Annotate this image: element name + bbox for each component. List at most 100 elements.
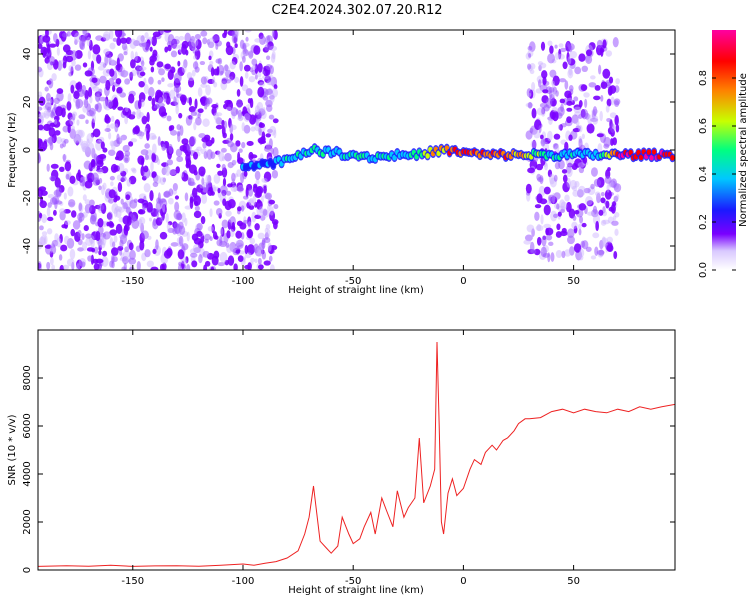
noise-speckle: [530, 140, 537, 149]
noise-speckle: [234, 76, 240, 83]
noise-speckle: [246, 140, 254, 147]
noise-speckle: [97, 204, 105, 211]
spectrogram-y-label: Frequency (Hz): [7, 112, 18, 188]
noise-speckle: [579, 215, 584, 224]
noise-speckle: [108, 132, 112, 140]
noise-speckle: [97, 65, 105, 71]
noise-speckle: [555, 231, 562, 238]
noise-speckle: [38, 124, 44, 131]
noise-speckle: [76, 263, 80, 270]
noise-speckle: [38, 111, 41, 118]
noise-speckle: [254, 109, 260, 116]
noise-speckle: [248, 50, 254, 59]
noise-speckle: [137, 99, 142, 110]
noise-speckle: [105, 99, 114, 109]
noise-speckle: [231, 248, 236, 253]
noise-speckle: [105, 79, 111, 91]
noise-speckle: [122, 256, 129, 265]
noise-speckle: [196, 230, 203, 237]
noise-speckle: [95, 154, 104, 165]
noise-speckle: [38, 91, 43, 98]
noise-speckle: [44, 244, 52, 249]
noise-speckle: [190, 111, 198, 117]
noise-speckle: [590, 255, 597, 260]
noise-speckle: [258, 122, 265, 128]
noise-speckle: [54, 115, 60, 122]
noise-speckle: [238, 148, 243, 153]
noise-speckle: [574, 180, 580, 188]
noise-speckle: [113, 207, 118, 218]
noise-speckle: [113, 235, 118, 243]
noise-speckle: [79, 39, 84, 50]
noise-speckle: [197, 108, 204, 114]
noise-speckle: [219, 227, 224, 236]
noise-speckle: [551, 107, 558, 113]
noise-speckle: [80, 261, 86, 268]
noise-speckle: [554, 52, 560, 60]
noise-speckle: [547, 194, 556, 202]
noise-speckle: [56, 237, 62, 248]
noise-speckle: [257, 80, 265, 86]
noise-speckle: [115, 78, 122, 85]
noise-speckle: [111, 115, 115, 122]
noise-speckle: [257, 257, 262, 265]
noise-speckle: [227, 183, 233, 188]
noise-speckle: [254, 258, 258, 264]
noise-speckle: [113, 197, 118, 203]
noise-speckle: [92, 166, 97, 171]
noise-speckle: [110, 181, 114, 187]
spectrogram-x-label: Height of straight line (km): [288, 285, 424, 296]
noise-speckle: [134, 51, 138, 62]
noise-speckle: [83, 225, 89, 232]
noise-speckle: [255, 187, 262, 197]
noise-speckle: [167, 83, 174, 88]
noise-speckle: [168, 197, 174, 205]
noise-speckle: [204, 260, 211, 267]
noise-speckle: [46, 163, 50, 172]
noise-speckle: [590, 183, 595, 190]
noise-speckle: [237, 206, 242, 212]
noise-speckle: [599, 48, 605, 53]
noise-speckle: [119, 92, 126, 98]
noise-speckle: [140, 222, 145, 233]
noise-speckle: [188, 76, 194, 82]
colorbar-tick-label: 0.8: [698, 70, 709, 86]
signal-point: [425, 153, 430, 159]
noise-speckle: [130, 138, 138, 143]
noise-speckle: [247, 229, 253, 239]
noise-speckle: [74, 64, 82, 71]
noise-speckle: [265, 133, 271, 138]
noise-speckle: [49, 122, 57, 128]
noise-speckle: [70, 84, 75, 94]
noise-speckle: [534, 211, 540, 222]
noise-speckle: [544, 162, 549, 171]
noise-speckle: [141, 230, 149, 240]
noise-speckle: [217, 150, 221, 157]
noise-speckle: [531, 107, 537, 119]
noise-speckle: [114, 30, 123, 38]
noise-speckle: [578, 125, 583, 133]
noise-speckle: [547, 40, 553, 47]
noise-speckle: [223, 103, 229, 110]
noise-speckle: [46, 228, 53, 235]
noise-speckle: [568, 134, 573, 141]
noise-speckle: [88, 39, 93, 51]
snr-plot-area: [38, 330, 675, 570]
noise-speckle: [571, 221, 578, 229]
noise-speckle: [89, 215, 97, 225]
noise-speckle: [144, 143, 150, 149]
noise-speckle: [261, 131, 266, 140]
noise-speckle: [603, 136, 611, 148]
noise-speckle: [613, 195, 619, 203]
noise-speckle: [562, 174, 568, 183]
noise-speckle: [229, 241, 237, 253]
noise-speckle: [63, 192, 67, 200]
noise-speckle: [91, 118, 95, 129]
noise-speckle: [268, 199, 276, 205]
noise-speckle: [215, 42, 219, 50]
noise-speckle: [92, 86, 100, 92]
noise-speckle: [166, 115, 172, 122]
noise-speckle: [596, 133, 604, 138]
noise-speckle: [249, 154, 258, 159]
